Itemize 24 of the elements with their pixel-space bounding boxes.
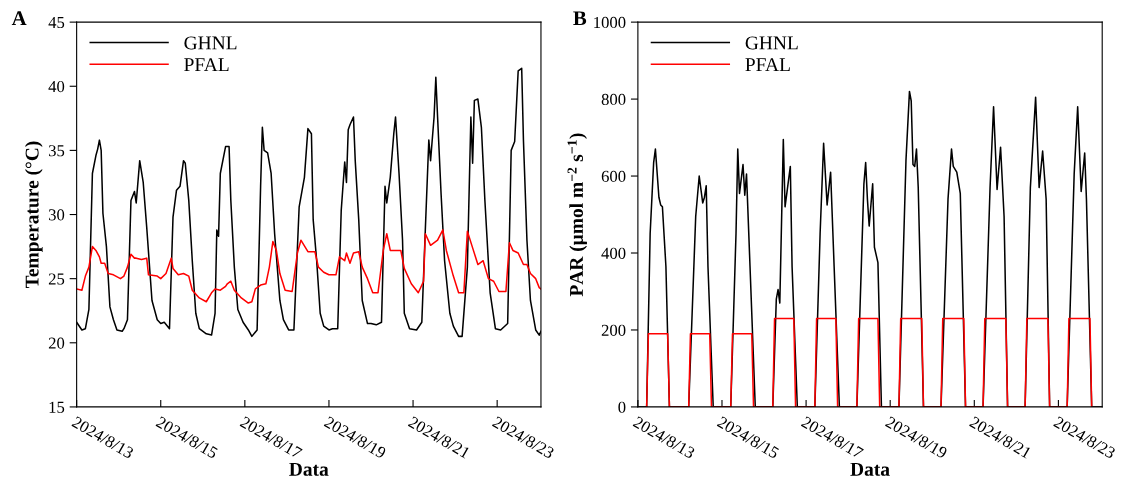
x-axis-title: Data bbox=[289, 462, 329, 476]
chart-title: A bbox=[11, 11, 27, 26]
y-tick-label: 20 bbox=[48, 337, 65, 349]
legend-label: GHNL bbox=[184, 36, 237, 50]
y-tick-label: 35 bbox=[48, 145, 65, 157]
y-tick-label: 600 bbox=[601, 170, 626, 182]
legend-label: GHNL bbox=[745, 36, 798, 50]
y-tick-label: 1000 bbox=[594, 16, 626, 29]
legend-label: PFAL bbox=[745, 58, 790, 71]
y-tick-label: 400 bbox=[601, 247, 626, 259]
y-tick-label: 800 bbox=[601, 93, 626, 106]
y-axis-title: PAR (μmol m$^{−2}$ s$^{−1}$) bbox=[567, 133, 587, 297]
y-tick-label: 40 bbox=[48, 80, 65, 93]
y-tick-label: 200 bbox=[601, 324, 626, 336]
y-tick-label: 25 bbox=[48, 273, 65, 285]
y-tick-label: 0 bbox=[618, 401, 626, 413]
legend-label: PFAL bbox=[184, 58, 229, 71]
x-axis-title: Data bbox=[850, 462, 890, 476]
y-tick-label: 45 bbox=[48, 16, 65, 29]
y-axis-title: Temperature (°C) bbox=[24, 141, 43, 289]
y-tick-label: 15 bbox=[49, 401, 65, 413]
chart-title: B bbox=[573, 11, 587, 26]
line-series bbox=[76, 229, 541, 304]
y-tick-label: 30 bbox=[48, 209, 65, 221]
